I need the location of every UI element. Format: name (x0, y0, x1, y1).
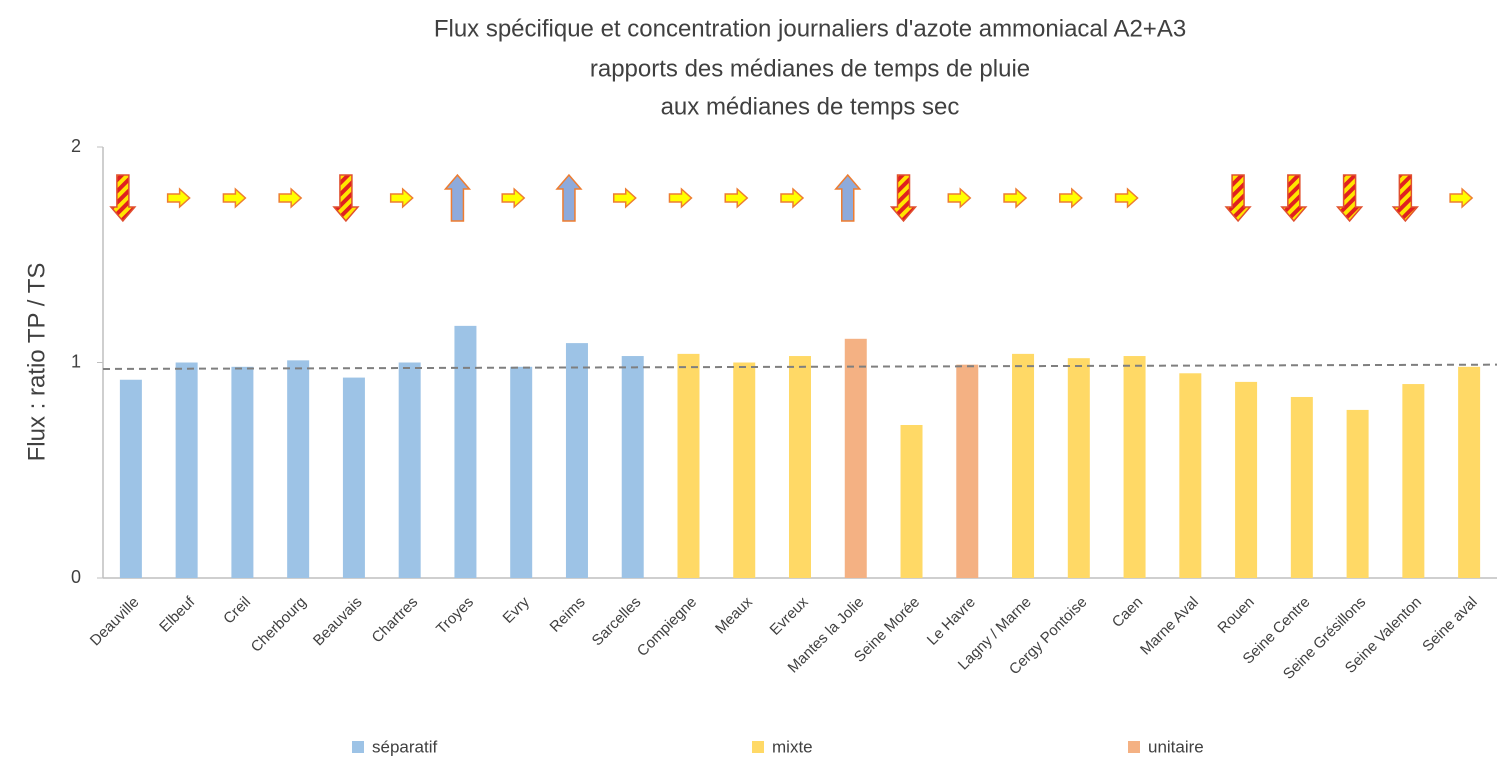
y-axis-label: Flux : ratio TP / TS (23, 263, 50, 462)
x-tick-label: Chartres (369, 594, 422, 647)
bar (454, 325, 477, 578)
x-tick-label: Troyes (433, 594, 477, 638)
bar (287, 360, 310, 578)
arrow-right (1449, 187, 1474, 209)
trend-line (102, 363, 1497, 370)
legend-swatch (352, 741, 364, 753)
arrow-down (109, 174, 137, 223)
x-tick-label: Cherbourg (248, 594, 310, 656)
bar (677, 353, 700, 578)
y-tick-label: 1 (71, 351, 81, 371)
bar (565, 343, 588, 578)
bar (900, 424, 923, 578)
x-tick-label: Evreux (767, 593, 812, 638)
bar (1012, 353, 1035, 578)
arrow-up (443, 173, 472, 222)
arrow-down (1224, 174, 1252, 223)
x-tick-label: Evry (500, 593, 534, 627)
bar (1402, 384, 1425, 578)
legend-label: séparatif (372, 737, 437, 756)
bar (1179, 373, 1202, 578)
x-tick-label: Reims (547, 594, 589, 636)
legend-label: unitaire (1148, 737, 1204, 756)
bar (1123, 356, 1146, 578)
bar (1290, 396, 1313, 578)
arrow-up (834, 173, 862, 222)
arrow-right (389, 187, 414, 209)
arrow-right (668, 187, 693, 209)
arrow-right (612, 187, 637, 209)
arrow-right (166, 187, 191, 209)
x-tick-label: Sarcelles (589, 594, 645, 650)
chart-title: rapports des médianes de temps de pluie (590, 55, 1030, 82)
y-tick-label: 0 (71, 567, 81, 587)
legend-label: mixte (772, 737, 813, 756)
bar (1067, 358, 1090, 578)
bar (231, 366, 254, 578)
bar (733, 362, 756, 578)
arrow-right (1003, 187, 1028, 209)
arrow-down (1280, 174, 1308, 223)
arrow-down (889, 174, 918, 223)
x-tick-label: Seine aval (1419, 594, 1481, 656)
bar (510, 366, 533, 578)
arrow-down (1391, 174, 1419, 223)
arrow-right (947, 187, 972, 209)
x-tick-label: Beauvais (310, 594, 366, 650)
x-tick-label: Creil (220, 594, 254, 628)
x-tick-label: Deauville (87, 594, 143, 650)
y-tick-label: 2 (71, 136, 81, 156)
arrow-down (332, 174, 360, 223)
bar (119, 379, 142, 578)
legend-swatch (752, 741, 764, 753)
bar (789, 356, 811, 578)
arrow-right (278, 187, 303, 209)
bar (956, 364, 979, 578)
x-tick-label: Meaux (712, 593, 756, 637)
x-tick-label: Rouen (1214, 594, 1257, 637)
arrow-right (222, 187, 247, 209)
bar (844, 338, 867, 578)
bar (621, 356, 644, 578)
x-tick-label: Caen (1109, 594, 1146, 631)
arrow-right (780, 187, 805, 209)
arrow-right (501, 187, 526, 209)
arrow-up (555, 173, 583, 222)
bar (1346, 409, 1369, 578)
bar (1458, 366, 1481, 578)
chart-title: aux médianes de temps sec (661, 93, 960, 120)
bar (342, 377, 365, 578)
x-tick-label: Le Havre (924, 594, 979, 649)
x-tick-label: Marne Aval (1137, 594, 1202, 659)
x-tick-label: Elbeuf (156, 593, 199, 636)
bar (175, 362, 198, 578)
bar (1235, 381, 1258, 578)
legend-swatch (1128, 741, 1140, 753)
arrow-right (1114, 187, 1139, 209)
arrow-right (724, 187, 749, 209)
arrow-down (1335, 174, 1364, 223)
chart-title: Flux spécifique et concentration journal… (434, 15, 1186, 42)
arrow-right (1059, 187, 1083, 209)
x-tick-label: Compiegne (634, 594, 700, 660)
bar (398, 362, 421, 578)
